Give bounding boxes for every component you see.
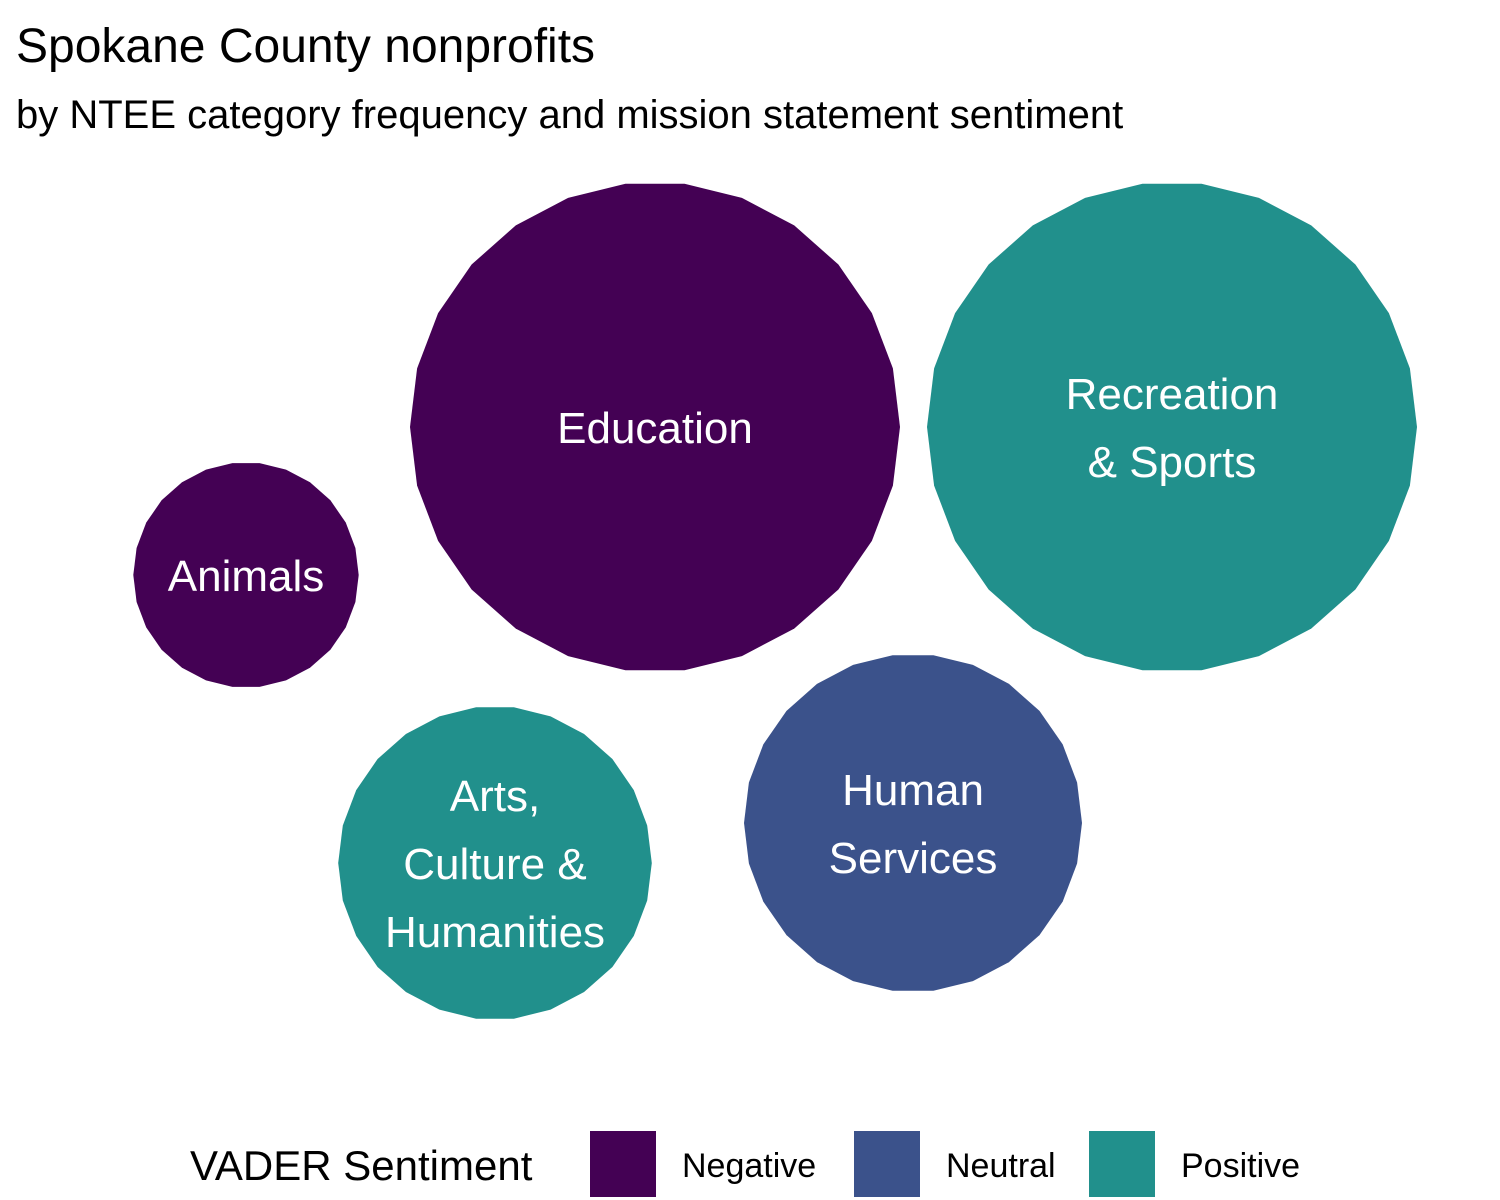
- legend: VADER Sentiment Negative Neutral Positive: [190, 1131, 1300, 1197]
- legend-key-neutral: [854, 1131, 920, 1197]
- legend-items: Negative Neutral Positive: [590, 1131, 1300, 1197]
- bubble-label-recreation-sports: & Sports: [1088, 438, 1257, 487]
- bubble-label-arts-culture-humanities: Culture &: [403, 840, 586, 889]
- legend-key-negative: [590, 1131, 656, 1197]
- legend-key-positive: [1089, 1131, 1155, 1197]
- bubble-label-education: Education: [557, 404, 753, 453]
- legend-title: VADER Sentiment: [190, 1142, 533, 1189]
- chart-title: Spokane County nonprofits: [16, 20, 595, 73]
- bubble-label-arts-culture-humanities: Arts,: [450, 772, 540, 821]
- bubble-recreation-sports: [927, 183, 1417, 671]
- legend-label-neutral: Neutral: [946, 1147, 1056, 1185]
- bubble-label-human-services: Human: [842, 766, 984, 815]
- legend-label-positive: Positive: [1181, 1147, 1300, 1185]
- bubble-education: [410, 183, 900, 671]
- bubble-human-services: [744, 655, 1082, 991]
- bubbles-group: Education Recreation & Sports Human Services…: [133, 183, 1417, 1019]
- bubble-animals: [133, 463, 359, 687]
- bubble-label-recreation-sports: Recreation: [1066, 370, 1279, 419]
- legend-label-negative: Negative: [682, 1147, 816, 1185]
- bubble-label-animals: Animals: [168, 552, 325, 601]
- chart-subtitle: by NTEE category frequency and mission s…: [16, 93, 1123, 137]
- bubble-label-arts-culture-humanities: Humanities: [385, 908, 605, 957]
- bubble-arts-culture-humanities: [338, 707, 652, 1019]
- bubble-label-human-services: Services: [829, 834, 998, 883]
